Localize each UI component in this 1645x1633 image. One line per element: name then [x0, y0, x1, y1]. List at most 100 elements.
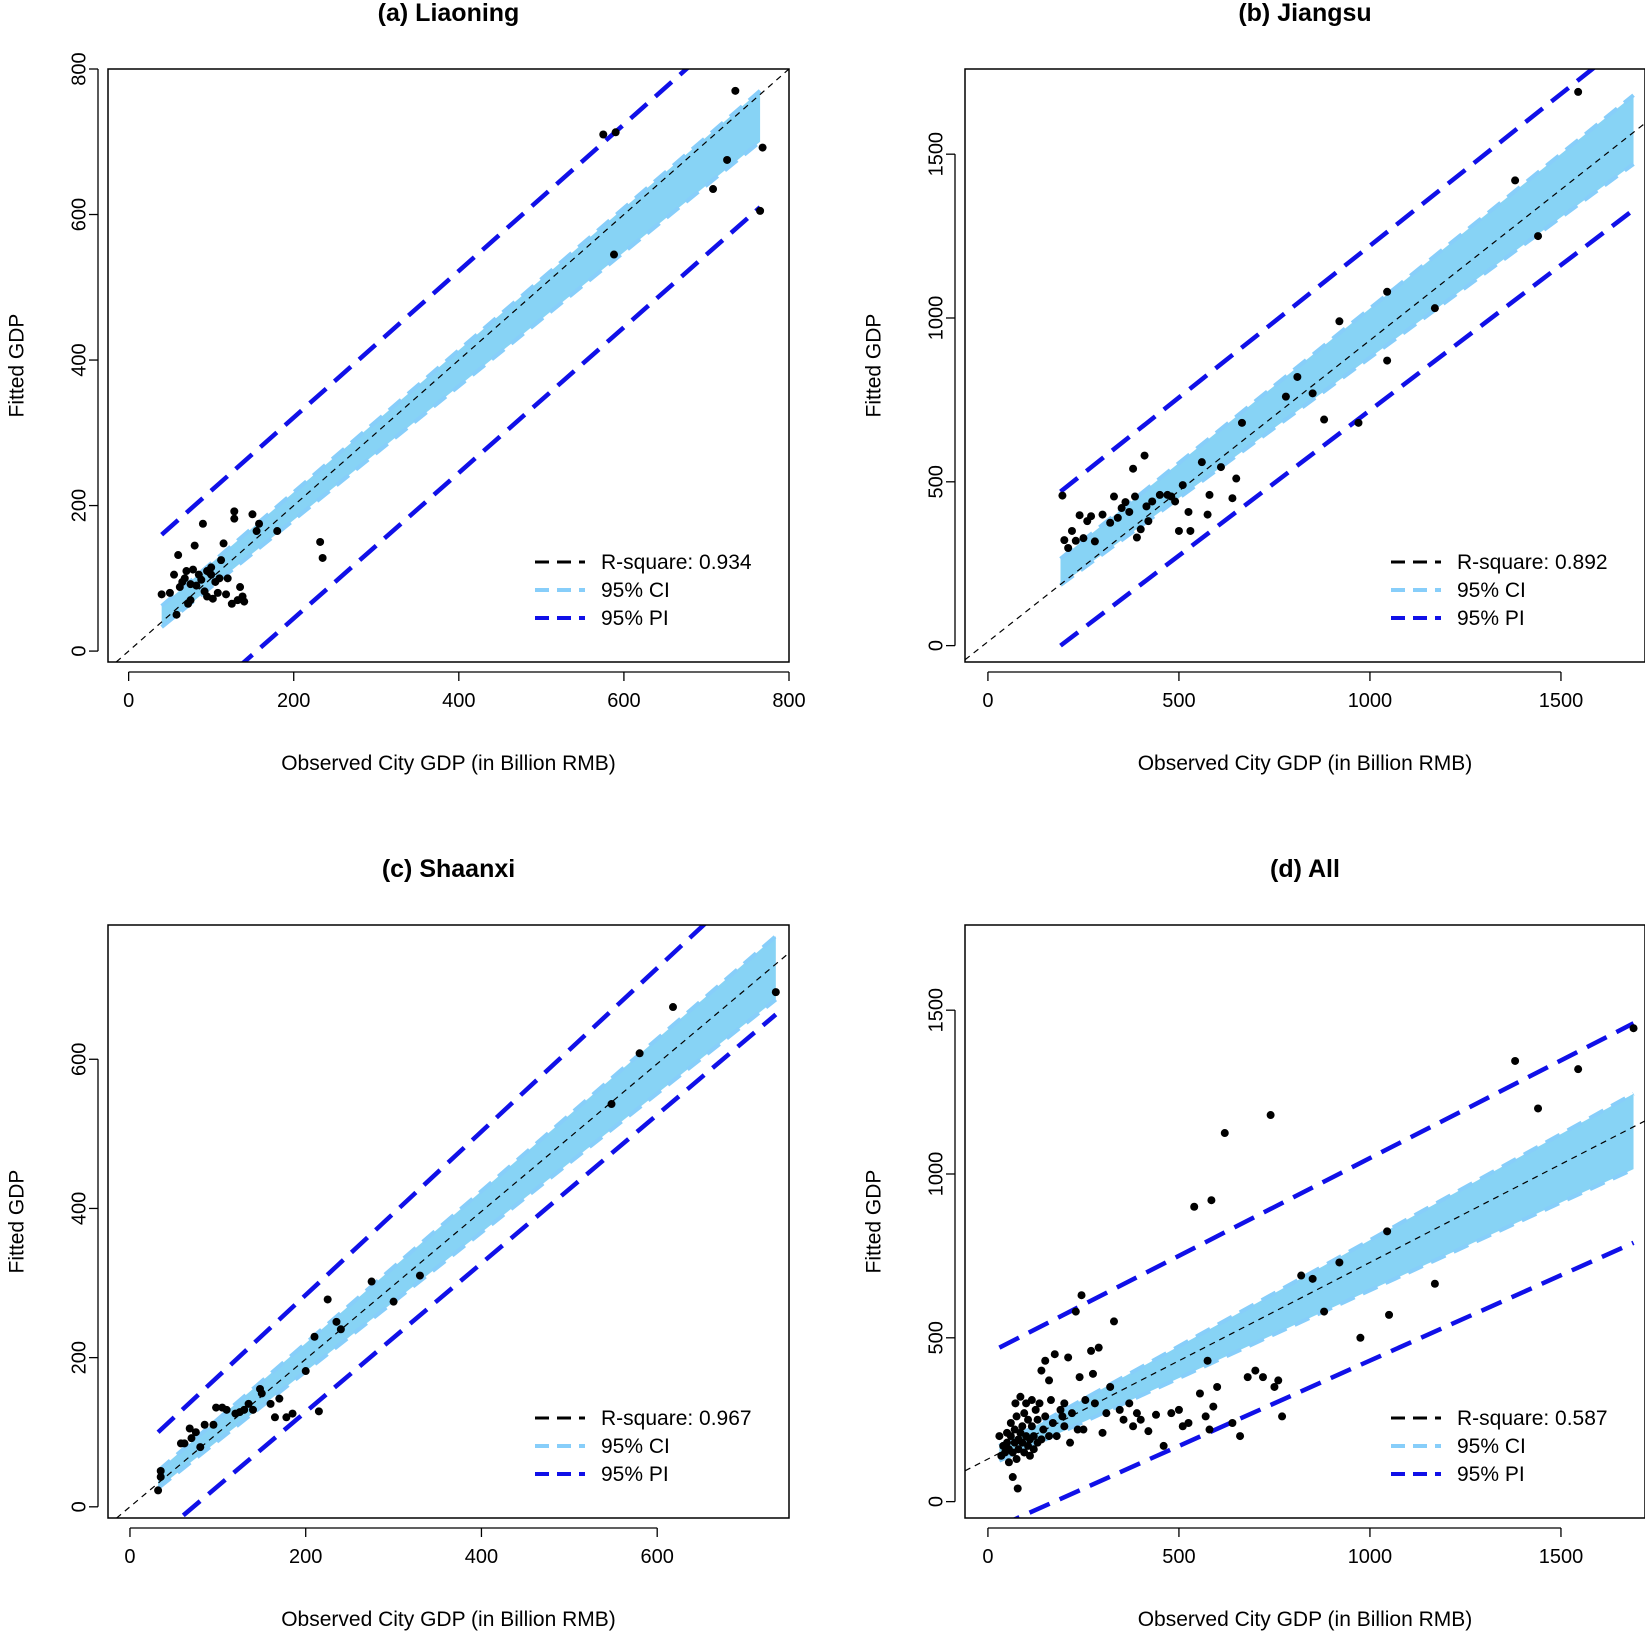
y-tick-label: 400 [68, 343, 90, 376]
panel-title: (a) Liaoning [378, 0, 520, 27]
y-tick-label: 1000 [925, 1152, 947, 1197]
ci-lower-line [998, 1167, 1635, 1463]
data-point [1144, 1427, 1153, 1436]
legend: R-square: 0.587 95% CI 95% PI [1391, 1407, 1608, 1486]
data-point [1102, 1409, 1111, 1418]
data-point [1148, 497, 1157, 506]
data-point [1031, 1405, 1040, 1414]
data-point [323, 1295, 332, 1304]
data-point [1207, 1196, 1216, 1205]
data-point [1060, 1422, 1069, 1431]
pi-upper-line [998, 1021, 1635, 1350]
x-tick-label: 0 [124, 1546, 135, 1568]
pi-lower-line [1012, 1240, 1635, 1518]
legend-ci-label: 95% CI [601, 1435, 670, 1458]
legend-pi-label: 95% PI [601, 607, 669, 630]
data-point [1004, 1458, 1013, 1467]
data-point [1011, 1399, 1020, 1408]
data-point [1075, 511, 1084, 520]
data-point [1174, 1405, 1183, 1414]
data-point [1033, 1415, 1042, 1424]
y-tick-label: 200 [68, 489, 90, 522]
y-axis-label: Fitted GDP [6, 314, 29, 418]
data-point [1574, 87, 1583, 96]
data-point [1293, 372, 1302, 381]
y-axis-label: Fitted GDP [863, 314, 886, 418]
data-point [1274, 1376, 1283, 1385]
data-point [1067, 526, 1076, 535]
data-point [1297, 1271, 1306, 1280]
pi-upper-line [1059, 69, 1596, 494]
data-point [336, 1325, 345, 1334]
data-point [236, 583, 245, 592]
data-point [1356, 1333, 1365, 1342]
x-tick-label: 0 [982, 690, 993, 712]
data-point [1534, 1104, 1543, 1113]
data-point [154, 1486, 163, 1495]
data-point [1106, 1382, 1115, 1391]
data-point [255, 519, 264, 528]
data-point [190, 541, 199, 550]
legend-fit-label: R-square: 0.934 [601, 551, 752, 574]
data-point [207, 570, 216, 579]
data-point [270, 1413, 279, 1422]
data-point [172, 610, 181, 619]
data-point [1027, 1422, 1036, 1431]
data-point [1152, 1410, 1161, 1419]
data-point [731, 86, 740, 95]
y-axis-label: Fitted GDP [863, 1170, 886, 1274]
data-point [282, 1413, 291, 1422]
data-point [1205, 490, 1214, 499]
data-point [1354, 418, 1363, 427]
x-tick-label: 200 [277, 690, 310, 712]
data-point [771, 988, 780, 997]
data-point [1203, 1356, 1212, 1365]
data-point [219, 539, 228, 548]
data-point [1079, 534, 1088, 543]
data-point [1132, 1409, 1141, 1418]
y-tick-label: 500 [925, 465, 947, 498]
plot-area [965, 69, 1645, 661]
legend-pi-label: 95% PI [1457, 1463, 1525, 1486]
y-tick-label: 400 [68, 1192, 90, 1225]
data-point [332, 1317, 341, 1326]
data-point [1251, 1366, 1260, 1375]
data-point [1050, 1350, 1059, 1359]
fit-line [115, 69, 789, 662]
x-tick-label: 600 [641, 1546, 674, 1568]
legend: R-square: 0.934 95% CI 95% PI [535, 551, 752, 630]
data-point [197, 575, 206, 584]
data-point [1046, 1396, 1055, 1405]
data-point [222, 590, 231, 599]
data-point [1075, 1373, 1084, 1382]
ci-lower-line [1059, 162, 1635, 587]
data-point [1045, 1376, 1054, 1385]
data-point [213, 588, 222, 597]
data-point [1029, 1445, 1038, 1454]
fit-line [115, 952, 789, 1518]
data-point [1058, 491, 1067, 500]
panel-3: 0 200 400 600 0 200 400 600 (c) Shaanxi Observed … [6, 855, 790, 1631]
data-point [1025, 1451, 1034, 1460]
data-point [266, 1399, 275, 1408]
data-point [1060, 1399, 1069, 1408]
x-axis-label: Observed City GDP (in Billion RMB) [1138, 752, 1473, 775]
data-point [1119, 1415, 1128, 1424]
data-point [273, 527, 282, 536]
plot-area [965, 1021, 1645, 1518]
data-point [1142, 502, 1151, 511]
data-point [288, 1409, 297, 1418]
data-point [156, 1467, 165, 1476]
data-point [1024, 1415, 1033, 1424]
data-point [227, 599, 236, 608]
ci-band [1060, 95, 1634, 586]
data-point [1534, 232, 1543, 241]
data-point [1266, 1111, 1275, 1120]
data-point [174, 551, 183, 560]
data-point [367, 1277, 376, 1286]
data-point [723, 155, 732, 164]
data-point [1308, 1274, 1317, 1283]
data-point [301, 1367, 310, 1376]
panel-2: 0 500 1000 1500 0 500 1000 1500 (b) Jiangsu Obser… [863, 0, 1645, 775]
data-point [1178, 481, 1187, 490]
